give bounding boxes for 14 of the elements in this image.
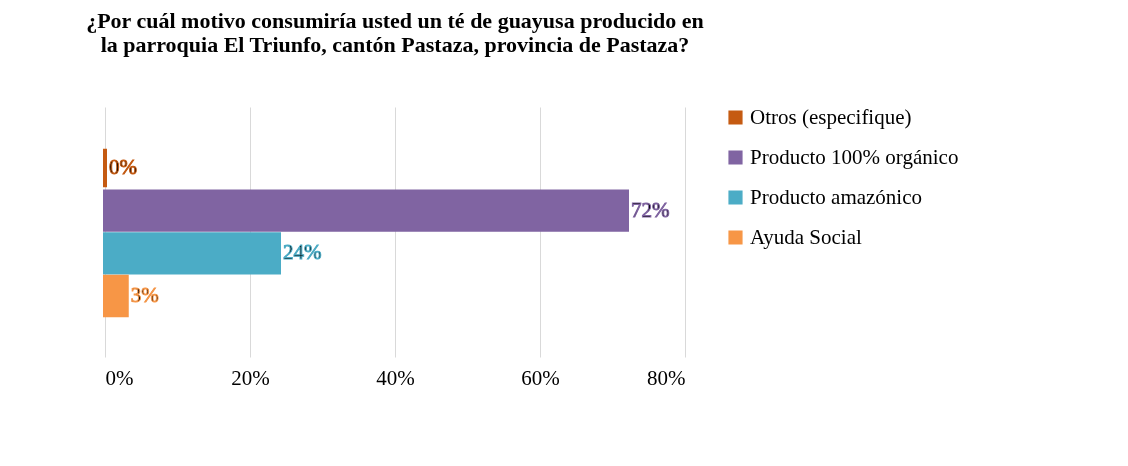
data-label: 24%: [283, 240, 322, 265]
x-tick-label: 20%: [231, 365, 270, 390]
x-tick-label: 60%: [521, 365, 560, 390]
x-tick-label: 40%: [376, 365, 415, 390]
chart-title: ¿Por cuál motivo consumiría usted un té de guayusa producido en la parroquia El Triunfo, cantón Pastaza, provincia de Pastaza?: [86, 8, 704, 57]
legend-label: Otros (especifique): [750, 104, 912, 129]
x-tick-label: 0%: [105, 365, 134, 390]
legend-label: Producto amazónico: [750, 184, 923, 209]
data-label: 0%: [109, 154, 137, 179]
x-tick-label: 80%: [647, 365, 686, 390]
legend-label: Ayuda Social: [750, 224, 862, 249]
data-label: 3%: [130, 283, 159, 308]
data-label: 72%: [631, 197, 670, 222]
legend-label: Producto 100% orgánico: [750, 144, 959, 169]
